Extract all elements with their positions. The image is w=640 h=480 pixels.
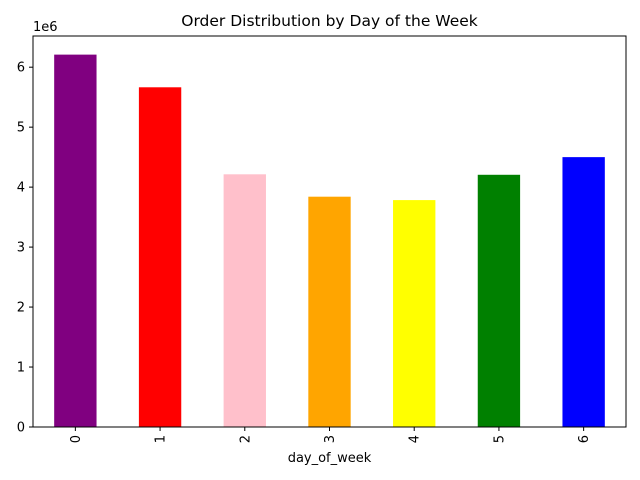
y-tick-label: 0 [17, 421, 25, 436]
y-tick-label: 3 [17, 241, 25, 256]
x-tick-label: 6 [577, 435, 592, 443]
x-tick-label: 1 [154, 435, 169, 443]
y-tick-label: 6 [17, 61, 25, 76]
bar-6 [562, 157, 605, 427]
y-axis-scale-label: 1e6 [33, 20, 58, 35]
bar-3 [308, 196, 351, 427]
x-tick-label: 4 [408, 435, 423, 443]
chart-title: Order Distribution by Day of the Week [181, 12, 478, 30]
x-axis-label: day_of_week [288, 451, 372, 466]
y-tick-label: 5 [17, 121, 25, 136]
bar-1 [138, 87, 182, 428]
bar-2 [223, 174, 266, 427]
bar-4 [393, 200, 436, 427]
x-tick-label: 3 [323, 435, 338, 443]
x-tick-label: 2 [238, 435, 253, 443]
x-tick-label: 0 [69, 435, 84, 443]
y-tick-label: 1 [17, 361, 25, 376]
bar-0 [54, 54, 97, 428]
y-tick-label: 4 [17, 181, 25, 196]
bar-5 [477, 174, 521, 427]
y-tick-label: 2 [17, 301, 25, 316]
x-tick-label: 5 [492, 435, 507, 443]
plot-area: 0 1 2 3 4 5 6 0 1 2 3 4 5 6 [17, 35, 627, 443]
